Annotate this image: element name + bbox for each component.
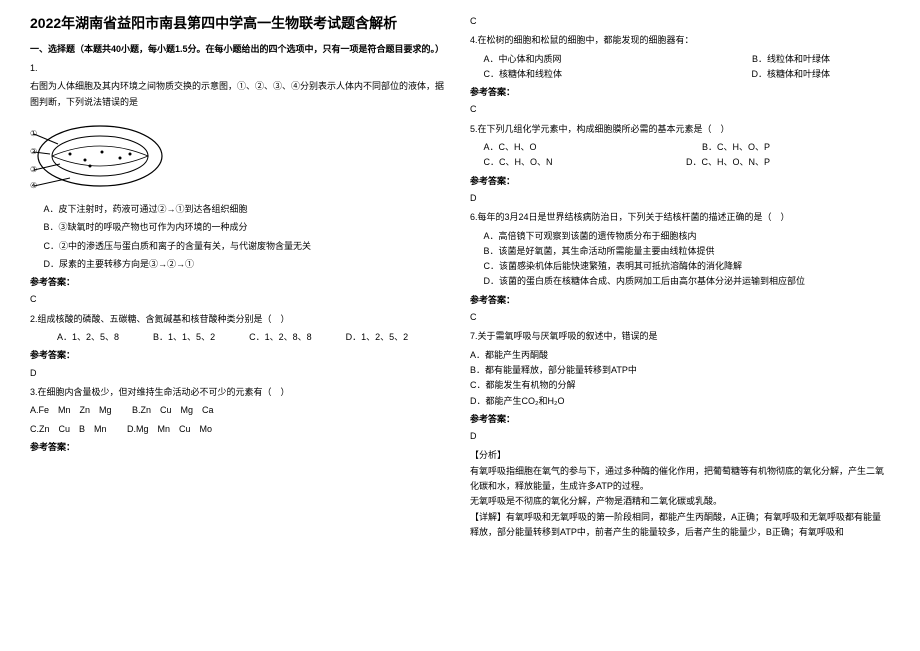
svg-text:③: ③ (30, 165, 37, 174)
q6-optD: D．该菌的蛋白质在核糖体合成、内质网加工后由高尔基体分泌并运输到相应部位 (470, 274, 890, 289)
q1-figure: ① ② ③ ④ (30, 116, 170, 196)
q5-row1: A．C、H、O B．C、H、O、P (470, 140, 890, 155)
q5-ans: D (470, 191, 890, 206)
question-2: 2.组成核酸的磷酸、五碳糖、含氮碱基和核苷酸种类分别是（ ） A．1、2、5、8… (30, 312, 450, 381)
question-6: 6.每年的3月24日是世界结核病防治日，下列关于结核杆菌的描述正确的是（ ） A… (470, 210, 890, 325)
q7-ans: D (470, 429, 890, 444)
question-1: 1. 右图为人体细胞及其内环境之间物质交换的示意图，①、②、③、④分别表示人体内… (30, 61, 450, 308)
question-4: 4.在松树的细胞和松鼠的细胞中，都能发现的细胞器有： A．中心体和内质网 B．线… (470, 33, 890, 117)
q1-optD: D．尿素的主要转移方向是③→②→① (30, 257, 450, 272)
q1-num: 1. (30, 61, 450, 76)
q4-optC: C．核糖体和线粒体 (470, 67, 562, 82)
q2-optC: C．1、2、8、8 (236, 330, 312, 345)
q2-optB: B．1、1、5、2 (140, 330, 216, 345)
right-column: C 4.在松树的细胞和松鼠的细胞中，都能发现的细胞器有： A．中心体和内质网 B… (460, 12, 900, 639)
q3-optC: C.Zn Cu B Mn (30, 422, 107, 437)
q7-detail-label: 【详解】 (470, 512, 506, 522)
q4-optD: D．核糖体和叶绿体 (738, 67, 830, 82)
q6-ans-label: 参考答案： (470, 293, 890, 308)
svg-text:②: ② (30, 147, 37, 156)
q5-text: 5.在下列几组化学元素中，构成细胞膜所必需的基本元素是（ ） (470, 122, 890, 137)
q1-optA: A．皮下注射时，药液可通过②→①到达各组织细胞 (30, 202, 450, 217)
q1-optC: C．②中的渗透压与蛋白质和离子的含量有关，与代谢废物含量无关 (30, 239, 450, 254)
q6-optA: A．高倍镜下可观察到该菌的遗传物质分布于细胞核内 (470, 229, 890, 244)
q5-optC: C．C、H、O、N (470, 155, 553, 170)
q2-ans: D (30, 366, 450, 381)
q2-opts: A．1、2、5、8 B．1、1、5、2 C．1、2、8、8 D．1、2、5、2 (30, 330, 450, 345)
q4-optA: A．中心体和内质网 (470, 52, 562, 67)
q1-optB: B．③缺氧时的呼吸产物也可作为内环境的一种成分 (30, 220, 450, 235)
q4-row2: C．核糖体和线粒体 D．核糖体和叶绿体 (470, 67, 890, 82)
q7-ans-label: 参考答案： (470, 412, 890, 427)
q4-text: 4.在松树的细胞和松鼠的细胞中，都能发现的细胞器有： (470, 33, 890, 48)
q7-text: 7.关于需氧呼吸与厌氧呼吸的叙述中，错误的是 (470, 329, 890, 344)
q5-optD: D．C、H、O、N、P (672, 155, 770, 170)
q1-text: 右图为人体细胞及其内环境之间物质交换的示意图，①、②、③、④分别表示人体内不同部… (30, 79, 450, 110)
q3-optB: B.Zn Cu Mg Ca (132, 403, 214, 418)
q3-text: 3.在细胞内含量极少，但对维持生命活动必不可少的元素有（ ） (30, 385, 450, 400)
q6-optC: C．该菌感染机体后能快速繁殖，表明其可抵抗溶酶体的消化降解 (470, 259, 890, 274)
q2-text: 2.组成核酸的磷酸、五碳糖、含氮碱基和核苷酸种类分别是（ ） (30, 312, 450, 327)
question-7: 7.关于需氧呼吸与厌氧呼吸的叙述中，错误的是 A．都能产生丙酮酸 B．都有能量释… (470, 329, 890, 540)
q7-detail-text: 有氧呼吸和无氧呼吸的第一阶段相同，都能产生丙酮酸，A正确；有氧呼吸和无氧呼吸都有… (470, 512, 881, 537)
q7-optD: D．都能产生CO₂和H₂O (470, 394, 890, 409)
q7-detail: 【详解】有氧呼吸和无氧呼吸的第一阶段相同，都能产生丙酮酸，A正确；有氧呼吸和无氧… (470, 510, 890, 541)
q7-optA: A．都能产生丙酮酸 (470, 348, 890, 363)
q4-optB: B．线粒体和叶绿体 (738, 52, 830, 67)
q5-row2: C．C、H、O、N D．C、H、O、N、P (470, 155, 890, 170)
q5-ans-label: 参考答案： (470, 174, 890, 189)
q3-opts-row1: A.Fe Mn Zn Mg B.Zn Cu Mg Ca (30, 403, 450, 418)
left-column: 2022年湖南省益阳市南县第四中学高一生物联考试题含解析 一、选择题（本题共40… (20, 12, 460, 639)
page-title: 2022年湖南省益阳市南县第四中学高一生物联考试题含解析 (30, 12, 450, 36)
q4-ans: C (470, 102, 890, 117)
q6-text: 6.每年的3月24日是世界结核病防治日，下列关于结核杆菌的描述正确的是（ ） (470, 210, 890, 225)
q3-optA: A.Fe Mn Zn Mg (30, 403, 112, 418)
q2-ans-label: 参考答案： (30, 348, 450, 363)
question-3: 3.在细胞内含量极少，但对维持生命活动必不可少的元素有（ ） A.Fe Mn Z… (30, 385, 450, 455)
svg-text:①: ① (30, 129, 37, 138)
question-5: 5.在下列几组化学元素中，构成细胞膜所必需的基本元素是（ ） A．C、H、O B… (470, 122, 890, 206)
q7-analysis-label: 【分析】 (470, 448, 890, 463)
section-header: 一、选择题（本题共40小题，每小题1.5分。在每小题给出的四个选项中，只有一项是… (30, 42, 450, 57)
q1-ans-label: 参考答案： (30, 275, 450, 290)
q2-optA: A．1、2、5、8 (44, 330, 120, 345)
q4-ans-label: 参考答案： (470, 85, 890, 100)
q6-ans: C (470, 310, 890, 325)
q4-row1: A．中心体和内质网 B．线粒体和叶绿体 (470, 52, 890, 67)
q7-optB: B．都有能量释放，部分能量转移到ATP中 (470, 363, 890, 378)
q1-ans: C (30, 292, 450, 307)
svg-text:④: ④ (30, 181, 37, 190)
q6-optB: B．该菌是好氧菌，其生命活动所需能量主要由线粒体提供 (470, 244, 890, 259)
q3-opts-row2: C.Zn Cu B Mn D.Mg Mn Cu Mo (30, 422, 450, 437)
q3-ans-label: 参考答案： (30, 440, 450, 455)
q7-analysis1: 有氧呼吸指细胞在氧气的参与下，通过多种酶的催化作用，把葡萄糖等有机物彻底的氧化分… (470, 464, 890, 495)
q5-optA: A．C、H、O (470, 140, 537, 155)
q7-optC: C．都能发生有机物的分解 (470, 378, 890, 393)
q2-optD: D．1、2、5、2 (332, 330, 408, 345)
q3-ans: C (470, 14, 890, 29)
q3-optD: D.Mg Mn Cu Mo (127, 422, 212, 437)
q5-optB: B．C、H、O、P (688, 140, 770, 155)
q7-analysis2: 无氧呼吸是不彻底的氧化分解，产物是酒精和二氧化碳或乳酸。 (470, 494, 890, 509)
